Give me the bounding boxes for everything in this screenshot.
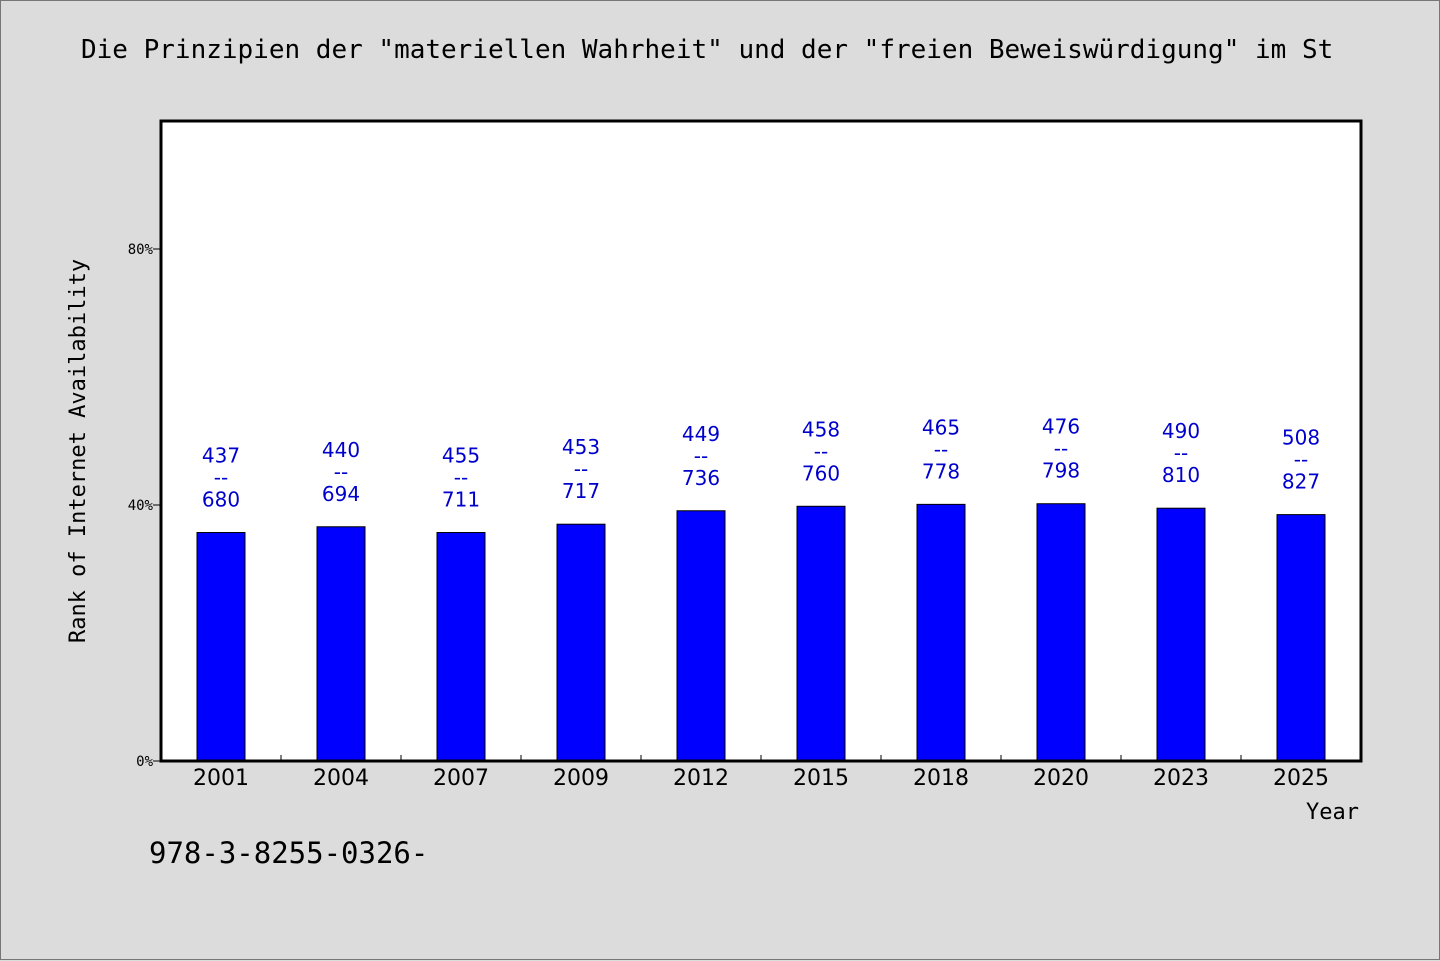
data-label-separator: -- [694,444,708,468]
data-label-top: 437 [202,444,240,468]
x-tick-label: 2015 [793,766,849,791]
data-label-bottom: 694 [322,482,360,506]
x-tick-label: 2004 [313,766,369,791]
x-tick-label: 2020 [1033,766,1089,791]
data-label-top: 440 [322,438,360,462]
x-tick-label: 2023 [1153,766,1209,791]
chart-title: Die Prinzipien der "materiellen Wahrheit… [81,35,1334,65]
data-label-separator: -- [934,437,948,461]
x-tick-label: 2001 [193,766,249,791]
data-label-bottom: 810 [1162,463,1200,487]
data-label-separator: -- [1174,441,1188,465]
data-label-separator: -- [1054,437,1068,461]
y-tick-label: 0% [136,754,153,770]
x-tick-label: 2009 [553,766,609,791]
x-tick-label: 2025 [1273,766,1329,791]
footer-note: 978-3-8255-0326- [149,836,429,870]
y-tick-label: 40% [128,498,154,514]
data-label-separator: -- [1294,448,1308,472]
data-label-bottom: 778 [922,459,960,483]
bar-2018 [916,503,966,762]
data-label-bottom: 736 [682,466,720,490]
data-label-bottom: 827 [1282,470,1320,494]
data-label-top: 449 [682,422,720,446]
data-label-bottom: 711 [442,488,480,512]
x-axis-title: Year [1306,800,1359,825]
bar-2012 [676,510,726,762]
x-tick-label: 2007 [433,766,489,791]
bar-2020 [1036,503,1086,762]
bar-2001 [196,532,246,762]
data-label-separator: -- [454,466,468,490]
data-label-separator: -- [814,439,828,463]
data-label-bottom: 798 [1042,459,1080,483]
data-label-top: 465 [922,415,960,439]
data-label-top: 508 [1282,426,1320,450]
data-label-separator: -- [214,466,228,490]
x-tick-label: 2012 [673,766,729,791]
x-tick-label: 2018 [913,766,969,791]
y-axis-title: Rank of Internet Availability [66,259,91,643]
bar-2023 [1156,507,1206,762]
bar-2025 [1276,514,1326,762]
data-label-top: 455 [442,444,480,468]
bar-2009 [556,523,606,762]
data-label-bottom: 760 [802,461,840,485]
bar-2015 [796,505,846,762]
data-label-separator: -- [334,460,348,484]
data-label-top: 490 [1162,419,1200,443]
data-label-top: 453 [562,435,600,459]
data-label-bottom: 717 [562,479,600,503]
data-label-top: 476 [1042,415,1080,439]
data-label-bottom: 680 [202,488,240,512]
bar-2007 [436,532,486,762]
data-label-top: 458 [802,417,840,441]
plot-border [159,119,1363,763]
data-label-separator: -- [574,457,588,481]
y-tick-label: 80% [128,242,154,258]
bar-2004 [316,526,366,762]
